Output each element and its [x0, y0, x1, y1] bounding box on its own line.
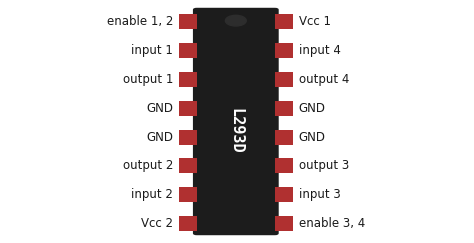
Bar: [179, 216, 197, 231]
Bar: [179, 158, 197, 174]
Bar: [275, 158, 293, 174]
Text: input 1: input 1: [131, 44, 173, 57]
Text: input 3: input 3: [299, 188, 340, 201]
Text: Vcc 2: Vcc 2: [141, 217, 173, 230]
Bar: [275, 216, 293, 231]
Bar: [179, 43, 197, 58]
Bar: [275, 187, 293, 202]
Text: output 2: output 2: [123, 159, 173, 173]
Circle shape: [225, 15, 246, 26]
Text: GND: GND: [299, 131, 326, 144]
Bar: [179, 187, 197, 202]
Text: output 1: output 1: [123, 73, 173, 86]
Bar: [275, 72, 293, 87]
Text: enable 1, 2: enable 1, 2: [107, 15, 173, 28]
FancyBboxPatch shape: [193, 8, 279, 235]
Text: L293D: L293D: [228, 108, 243, 154]
Bar: [179, 101, 197, 116]
Text: GND: GND: [146, 131, 173, 144]
Bar: [275, 43, 293, 58]
Bar: [179, 130, 197, 145]
Text: GND: GND: [146, 102, 173, 115]
Bar: [179, 14, 197, 29]
Text: output 4: output 4: [299, 73, 349, 86]
Text: GND: GND: [299, 102, 326, 115]
Bar: [275, 101, 293, 116]
Text: Vcc 1: Vcc 1: [299, 15, 331, 28]
Text: input 2: input 2: [131, 188, 173, 201]
Text: enable 3, 4: enable 3, 4: [299, 217, 365, 230]
Text: output 3: output 3: [299, 159, 349, 173]
Bar: [275, 14, 293, 29]
Bar: [275, 130, 293, 145]
Text: input 4: input 4: [299, 44, 340, 57]
Bar: [179, 72, 197, 87]
